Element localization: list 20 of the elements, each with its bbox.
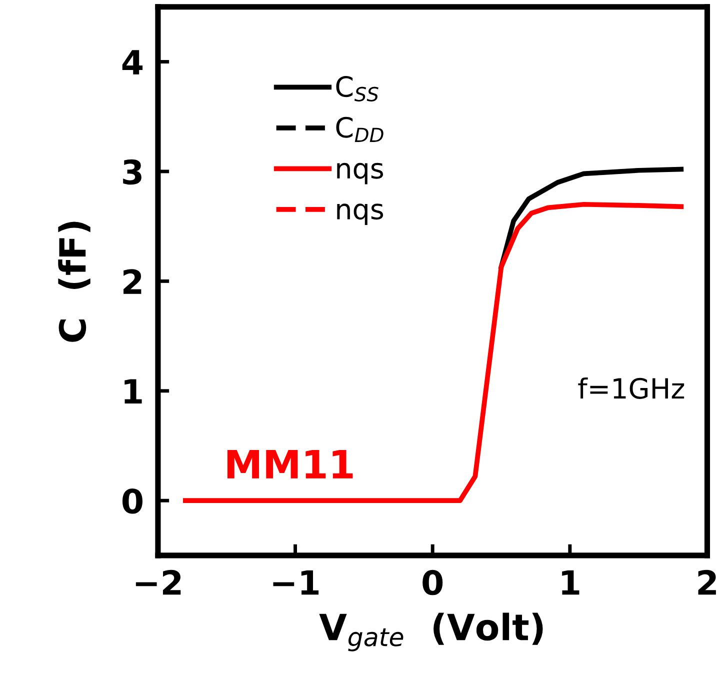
y-tick-label: 3: [123, 159, 142, 185]
x-tick-label: −2: [136, 570, 181, 595]
y-tick-label: 0: [122, 488, 142, 514]
legend-label: nqs: [337, 162, 384, 184]
y-axis-title: C (fF): [58, 222, 90, 342]
line-series: [182, 202, 684, 504]
x-tick-label: −1: [273, 570, 319, 595]
legend-label: C$_{SS}$: [336, 76, 378, 102]
y-tick-label: 2: [124, 269, 142, 294]
annotation: MM11: [227, 450, 353, 478]
x-tick-label: 1: [562, 570, 580, 595]
text: V$_{gate}$ (Volt): [319, 612, 543, 652]
x-tick-label: 0: [422, 570, 443, 596]
x-tick-label: 2: [698, 570, 716, 595]
y-tick-label: 1: [124, 379, 142, 404]
annotation: f=1GHz: [578, 377, 684, 399]
legend-label: C$_{DD}$: [336, 116, 384, 142]
legend-label: nqs: [337, 204, 384, 225]
y-tick-label: 4: [122, 50, 143, 74]
line-series: [498, 166, 684, 270]
